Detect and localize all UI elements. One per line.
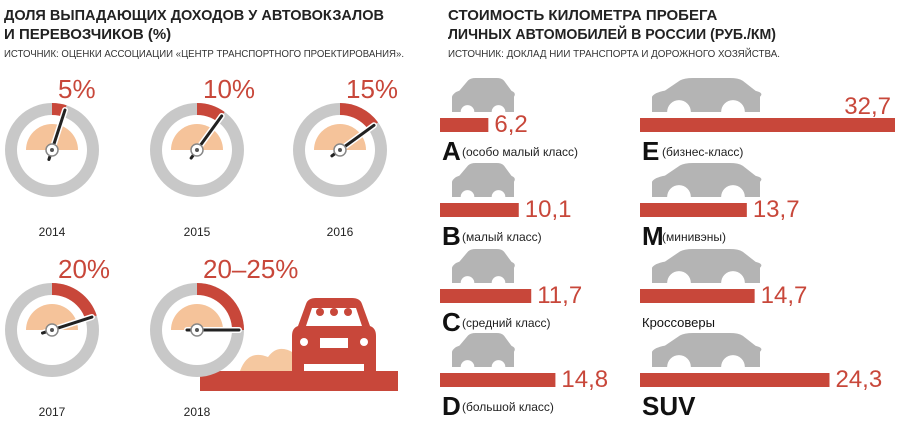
year-label: 2014 xyxy=(39,225,66,239)
left-title: ДОЛЯ ВЫПАДАЮЩИХ ДОХОДОВ У АВТОВОКЗАЛОВ xyxy=(4,7,384,24)
gauge-hub-dot xyxy=(50,328,54,332)
right-source: ИСТОЧНИК: ДОКЛАД НИИ ТРАНСПОРТА И ДОРОЖН… xyxy=(448,47,780,60)
value-label: 14,8 xyxy=(561,366,608,393)
value-label: 14,7 xyxy=(761,282,808,309)
bar xyxy=(640,203,747,217)
gauge-dial xyxy=(26,124,78,150)
gauge-hub-dot xyxy=(50,148,54,152)
value-label: 13,7 xyxy=(753,196,800,223)
category-description: (особо малый класс) xyxy=(462,145,578,159)
car-silhouette xyxy=(452,333,515,367)
category-label: E xyxy=(642,136,659,166)
year-label: 2018 xyxy=(184,405,211,419)
car-silhouette xyxy=(652,249,762,283)
value-label: 24,3 xyxy=(835,366,882,393)
value-label: 20–25% xyxy=(203,254,298,284)
road xyxy=(200,371,398,391)
car-silhouette xyxy=(652,163,762,197)
category-label: C xyxy=(442,307,461,337)
category-description: (бизнес-класс) xyxy=(662,145,743,159)
car-silhouette xyxy=(452,78,515,112)
value-label: 10,1 xyxy=(525,196,572,223)
car-silhouette xyxy=(652,78,762,112)
bar xyxy=(640,289,755,303)
value-label: 11,7 xyxy=(537,282,582,309)
category-description: (минивэны) xyxy=(662,230,726,244)
left-source: ИСТОЧНИК: ОЦЕНКИ АССОЦИАЦИИ «ЦЕНТР ТРАНС… xyxy=(4,49,404,60)
value-label: 10% xyxy=(203,74,255,104)
right-title: СТОИМОСТЬ КИЛОМЕТРА ПРОБЕГА xyxy=(448,7,718,24)
year-label: 2015 xyxy=(184,225,211,239)
bar xyxy=(440,373,556,387)
category-label: Кроссоверы xyxy=(642,315,715,330)
bar xyxy=(440,289,532,303)
car-silhouette xyxy=(452,163,515,197)
value-label: 5% xyxy=(58,74,96,104)
value-label: 32,7 xyxy=(844,93,891,120)
gauge-hub-dot xyxy=(195,148,199,152)
gauge-hub-dot xyxy=(338,148,342,152)
category-label: SUV xyxy=(642,391,696,421)
car-silhouette xyxy=(652,333,762,367)
car-silhouette xyxy=(452,249,515,283)
bar xyxy=(640,118,895,132)
year-label: 2017 xyxy=(39,405,66,419)
category-description: (малый класс) xyxy=(462,230,542,244)
car-icon xyxy=(292,298,376,372)
category-label: A xyxy=(442,136,461,166)
bar xyxy=(440,118,489,132)
gauge-dial xyxy=(171,304,223,330)
category-description: (большой класс) xyxy=(462,400,554,414)
value-label: 20% xyxy=(58,254,110,284)
dust xyxy=(240,348,294,371)
right-title: ЛИЧНЫХ АВТОМОБИЛЕЙ В РОССИИ (РУБ./КМ) xyxy=(448,25,776,43)
value-label: 6,2 xyxy=(494,111,527,138)
value-label: 15% xyxy=(346,74,398,104)
category-label: D xyxy=(442,391,461,421)
year-label: 2016 xyxy=(327,225,354,239)
gauge-hub-dot xyxy=(195,328,199,332)
category-label: B xyxy=(442,221,461,251)
category-label: M xyxy=(642,221,664,251)
category-description: (средний класс) xyxy=(462,316,551,330)
left-title: И ПЕРЕВОЗЧИКОВ (%) xyxy=(4,26,171,43)
bar xyxy=(440,203,519,217)
bar xyxy=(640,373,830,387)
